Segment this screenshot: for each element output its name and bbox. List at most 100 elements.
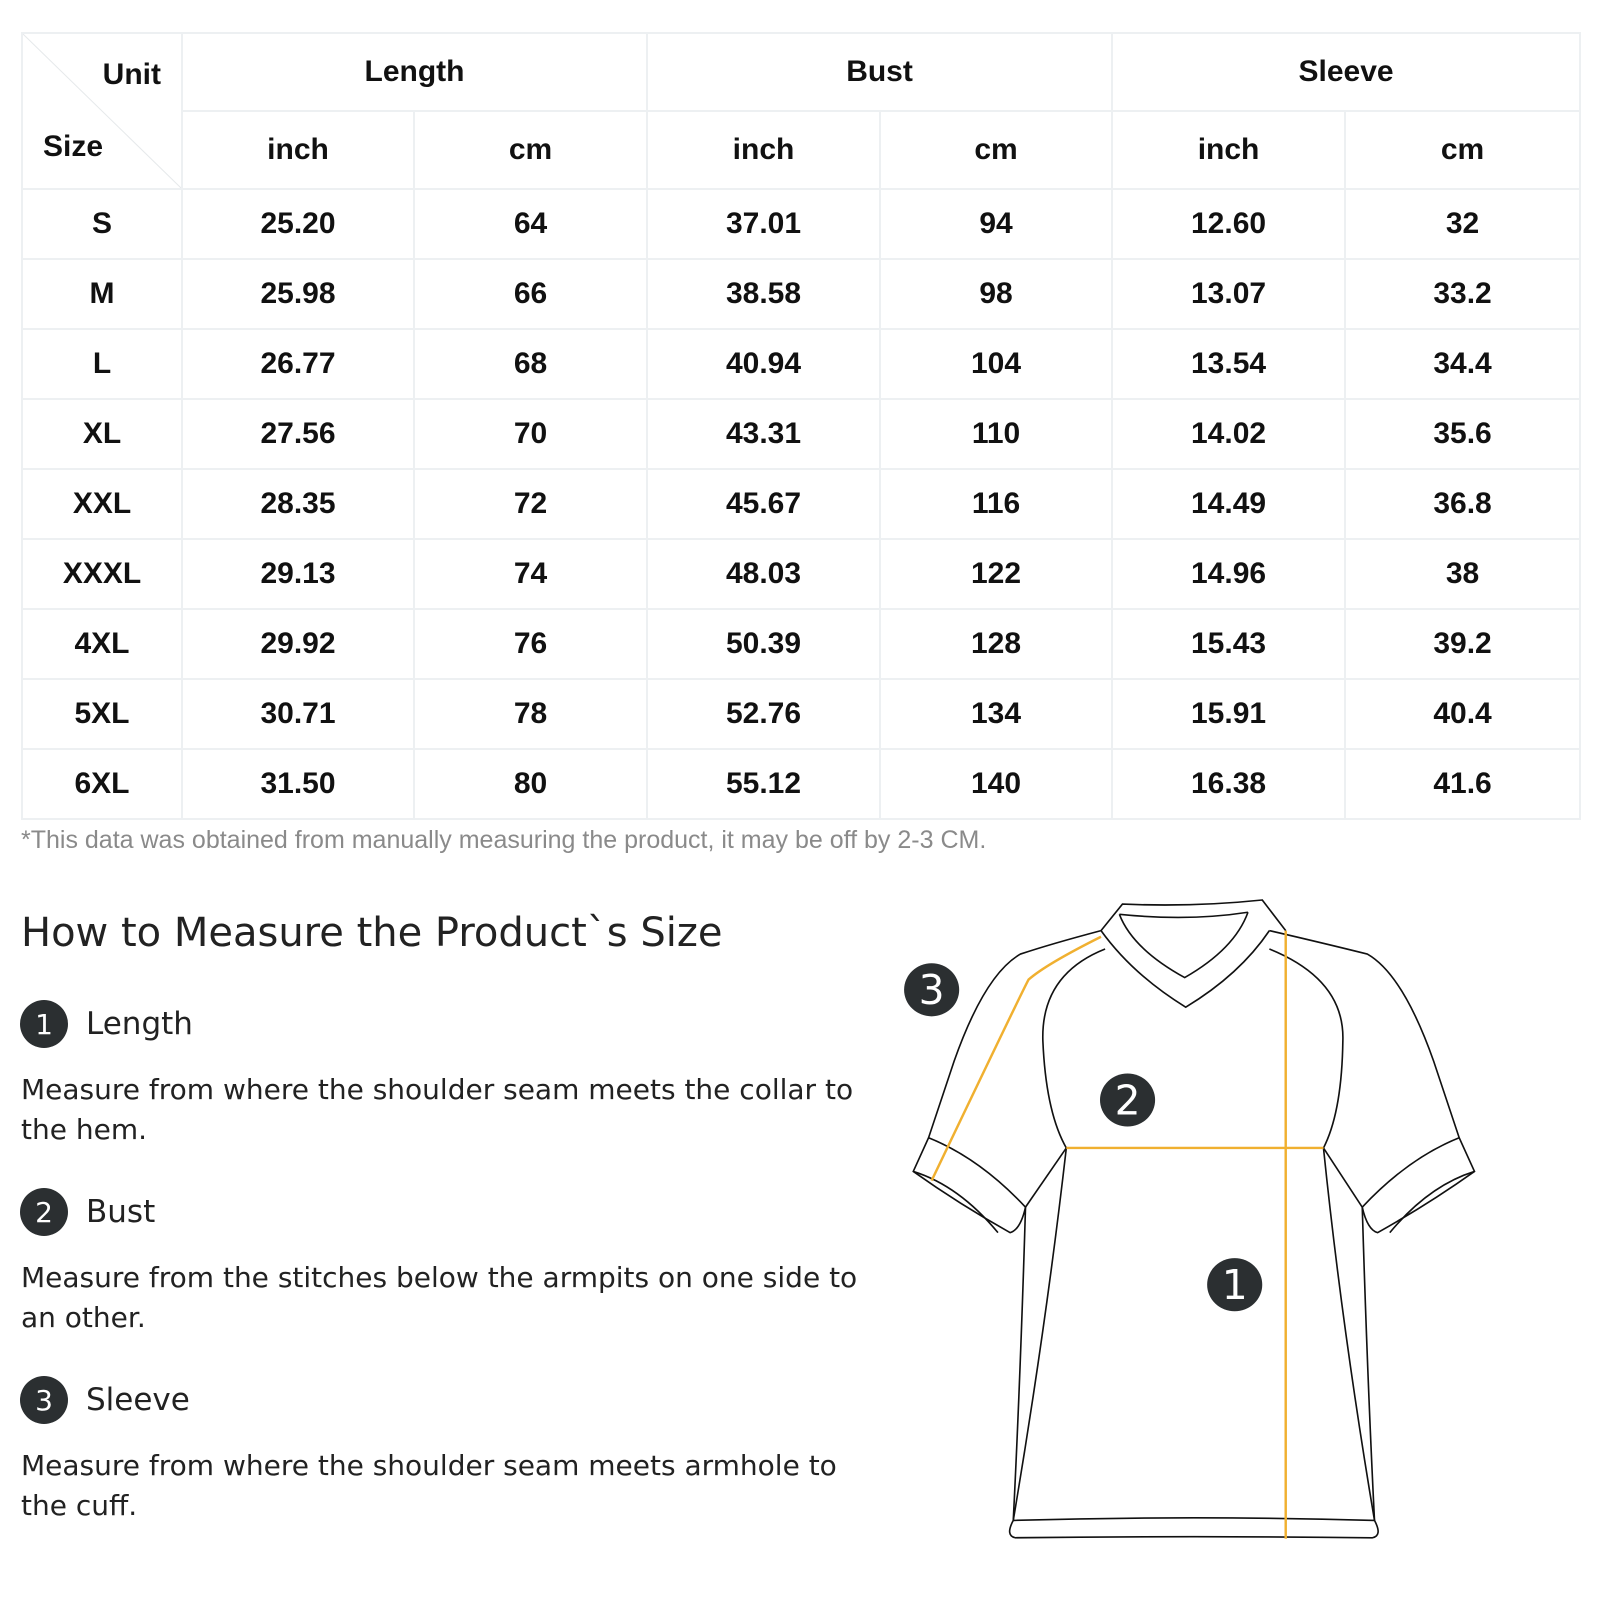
value-cell: 76 [412, 608, 649, 680]
value-cell: 43.31 [646, 398, 882, 470]
diagram-badges: 3 2 1 [904, 963, 1263, 1312]
measurement-lines [930, 930, 1324, 1539]
value-cell: 26.77 [181, 328, 415, 400]
value-cell: 48.03 [646, 538, 882, 610]
value-cell: 94 [879, 188, 1114, 260]
value-cell: 28.35 [181, 468, 415, 540]
corner-header: Unit Size [21, 32, 183, 190]
value-cell: 40.4 [1344, 678, 1582, 750]
size-cell: 6XL [21, 748, 183, 820]
value-cell: 13.54 [1111, 328, 1347, 400]
value-cell: 14.02 [1111, 398, 1347, 470]
size-cell: L [21, 328, 183, 400]
unit-header: cm [412, 110, 649, 190]
badge-3: 3 [904, 963, 960, 1017]
table-row: 4XL 29.92 76 50.39 128 15.43 39.2 [21, 608, 1582, 680]
value-cell: 128 [879, 608, 1114, 680]
value-cell: 14.49 [1111, 468, 1347, 540]
value-cell: 74 [412, 538, 649, 610]
item-label: Sleeve [86, 1382, 190, 1418]
value-cell: 68 [412, 328, 649, 400]
value-cell: 32 [1344, 188, 1582, 260]
unit-header: inch [1111, 110, 1347, 190]
value-cell: 15.43 [1111, 608, 1347, 680]
svg-text:2: 2 [1115, 1076, 1141, 1124]
size-cell: XXL [21, 468, 183, 540]
unit-label: Unit [102, 58, 161, 91]
badge-1: 1 [1207, 1258, 1263, 1312]
group-header-sleeve: Sleeve [1111, 32, 1582, 112]
value-cell: 66 [412, 258, 649, 330]
sleeve-line [930, 935, 1102, 1182]
value-cell: 37.01 [646, 188, 882, 260]
item-label: Length [86, 1006, 193, 1042]
value-cell: 14.96 [1111, 538, 1347, 610]
guide-title: How to Measure the Product`s Size [21, 910, 723, 956]
guide-item-sleeve: 3 Sleeve [20, 1376, 190, 1424]
unit-header: inch [646, 110, 882, 190]
value-cell: 36.8 [1344, 468, 1582, 540]
value-cell: 29.92 [181, 608, 415, 680]
tshirt-outline [912, 899, 1476, 1539]
value-cell: 116 [879, 468, 1114, 540]
value-cell: 33.2 [1344, 258, 1582, 330]
value-cell: 25.20 [181, 188, 415, 260]
value-cell: 15.91 [1111, 678, 1347, 750]
unit-header: cm [1344, 110, 1582, 190]
value-cell: 122 [879, 538, 1114, 610]
value-cell: 31.50 [181, 748, 415, 820]
badge-2: 2 [1100, 1073, 1156, 1127]
svg-text:1: 1 [1222, 1261, 1248, 1309]
table-row: M 25.98 66 38.58 98 13.07 33.2 [21, 258, 1582, 330]
value-cell: 27.56 [181, 398, 415, 470]
value-cell: 16.38 [1111, 748, 1347, 820]
value-cell: 40.94 [646, 328, 882, 400]
size-cell: 5XL [21, 678, 183, 750]
table-row: XXL 28.35 72 45.67 116 14.49 36.8 [21, 468, 1582, 540]
table-row: XXXL 29.13 74 48.03 122 14.96 38 [21, 538, 1582, 610]
table-row: L 26.77 68 40.94 104 13.54 34.4 [21, 328, 1582, 400]
value-cell: 80 [412, 748, 649, 820]
value-cell: 13.07 [1111, 258, 1347, 330]
value-cell: 52.76 [646, 678, 882, 750]
size-label: Size [43, 130, 104, 163]
value-cell: 41.6 [1344, 748, 1582, 820]
value-cell: 55.12 [646, 748, 882, 820]
value-cell: 72 [412, 468, 649, 540]
table-row: 6XL 31.50 80 55.12 140 16.38 41.6 [21, 748, 1582, 820]
value-cell: 64 [412, 188, 649, 260]
value-cell: 35.6 [1344, 398, 1582, 470]
item-description: Measure from the stitches below the armp… [21, 1261, 858, 1334]
value-cell: 38 [1344, 538, 1582, 610]
table-row: S 25.20 64 37.01 94 12.60 32 [21, 188, 1582, 260]
size-cell: 4XL [21, 608, 183, 680]
table-row: 5XL 30.71 78 52.76 134 15.91 40.4 [21, 678, 1582, 750]
item-description: Measure from where the shoulder seam mee… [21, 1073, 854, 1146]
item-label: Bust [86, 1194, 156, 1230]
group-header-length: Length [180, 32, 649, 112]
value-cell: 78 [412, 678, 649, 750]
value-cell: 70 [412, 398, 649, 470]
unit-header: inch [181, 110, 415, 190]
value-cell: 29.13 [181, 538, 415, 610]
size-cell: M [21, 258, 183, 330]
svg-text:3: 3 [919, 966, 945, 1014]
value-cell: 25.98 [181, 258, 415, 330]
guide-item-length: 1 Length [20, 1000, 193, 1048]
size-cell: XL [21, 398, 183, 470]
value-cell: 34.4 [1344, 328, 1582, 400]
value-cell: 104 [879, 328, 1114, 400]
value-cell: 45.67 [646, 468, 882, 540]
size-chart-table: Unit Size Length Bust Sleeve inch cm inch c… [21, 32, 1582, 820]
value-cell: 12.60 [1111, 188, 1347, 260]
value-cell: 110 [879, 398, 1114, 470]
value-cell: 30.71 [181, 678, 415, 750]
value-cell: 38.58 [646, 258, 882, 330]
value-cell: 140 [879, 748, 1114, 820]
group-header-bust: Bust [646, 32, 1114, 112]
value-cell: 50.39 [646, 608, 882, 680]
unit-header: cm [879, 110, 1114, 190]
value-cell: 98 [879, 258, 1114, 330]
guide-item-bust: 2 Bust [20, 1188, 155, 1236]
